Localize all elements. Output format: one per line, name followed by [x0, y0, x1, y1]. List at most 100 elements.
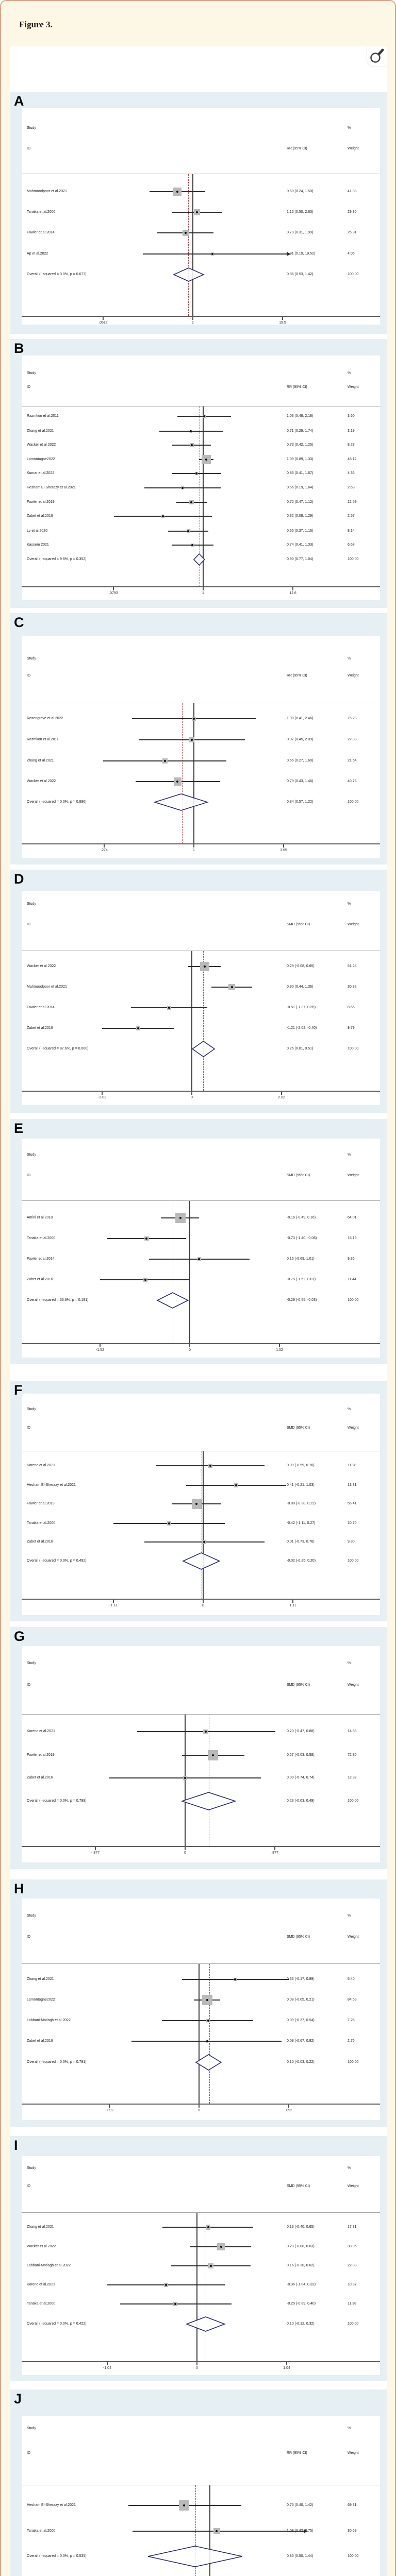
effect-estimate: 0.83 (0.41, 1.67): [287, 471, 314, 475]
column-header-id: ID: [27, 2184, 30, 2188]
forest-panel-C: C Study% ID RR (95% CI) Weight Rosengrave et …: [10, 613, 387, 865]
plot-area: Study% ID RR (95% CI) Weight Rosengrave et a…: [22, 636, 380, 858]
effect-estimate: 0.32 (0.08, 1.29): [287, 514, 314, 518]
effect-estimate: 0.13 (-0.40, 0.65): [287, 2225, 315, 2229]
column-header-study: Study: [27, 657, 36, 660]
panel-letter: G: [14, 1629, 25, 1644]
forest-panel-B: B Study% ID RR (95% CI) Weight Razmkon et al.…: [10, 339, 387, 608]
study-id: Wacker et al.2022: [27, 443, 56, 447]
point-estimate-dot: [144, 1279, 147, 1281]
overall-label: Overall (I-squared = 0.0%, p = 0.492): [27, 1559, 87, 1563]
overall-label: Overall (I-squared = 0.0%, p = 0.677): [27, 273, 87, 276]
weight-value: 100.00: [348, 1799, 359, 1803]
weight-value: 22.38: [348, 738, 357, 741]
axis-tick-label: 0: [191, 1096, 193, 1099]
axis-tick: [203, 1600, 204, 1603]
effect-estimate: 0.16 (-0.69, 1.01): [287, 1257, 315, 1261]
axis-tick: [196, 2362, 197, 2365]
axis-tick: [95, 1847, 96, 1850]
point-estimate-dot: [190, 739, 193, 741]
column-header-id: ID: [27, 2451, 30, 2455]
column-header-effect: SMD (95% CI): [287, 923, 310, 926]
point-estimate-dot: [193, 718, 195, 720]
axis-tick-label: -1.52: [96, 1348, 104, 1352]
axis-tick: [199, 2105, 200, 2108]
axis-tick-label: 0: [184, 1851, 186, 1855]
point-estimate-dot: [168, 1522, 171, 1524]
column-header-study: Study: [27, 1153, 36, 1157]
x-axis: [22, 586, 380, 587]
overall-diamond: [148, 2546, 243, 2567]
column-header-effect: SMD (95% CI): [287, 2184, 310, 2188]
weight-value: 14.88: [348, 1730, 357, 1733]
study-id: Zabet et al.2016: [27, 1540, 53, 1544]
x-axis: [22, 1091, 380, 1092]
effect-estimate: 0.97 (0.45, 2.09): [287, 738, 314, 741]
x-axis: [22, 316, 380, 317]
weight-value: 2.63: [348, 486, 355, 489]
study-id: Zabet et al.2016: [27, 1278, 53, 1281]
effect-estimate: -0.25 (-0.89, 0.40): [287, 2302, 316, 2306]
null-line: [185, 1715, 186, 1846]
axis-tick: [193, 844, 194, 848]
effect-estimate: 1.03 (0.48, 2.18): [287, 414, 314, 418]
axis-tick-label: -.892: [105, 2109, 113, 2112]
weight-value: 11.38: [348, 2302, 356, 2306]
column-header-effect: RR (95% CI): [287, 674, 307, 677]
null-line: [189, 1201, 190, 1343]
weight-value: 100.00: [348, 2322, 359, 2326]
effect-estimate: -1.21 (-2.02, -0.40): [287, 1026, 317, 1030]
point-estimate-dot: [230, 986, 233, 988]
weight-value: 11.44: [348, 1278, 356, 1281]
effect-estimate: 0.84 (0.57, 1.22): [287, 800, 314, 804]
point-estimate-dot: [196, 211, 199, 213]
axis-tick-label: -.877: [91, 1851, 100, 1855]
column-header-percent: %: [348, 657, 351, 660]
column-header-percent: %: [348, 1408, 351, 1411]
weight-value: 100.00: [348, 1559, 359, 1563]
effect-estimate: -0.02 (-0.25, 0.20): [287, 1559, 316, 1563]
column-header-percent: %: [348, 126, 351, 130]
effect-estimate: 0.36 (-0.17, 0.89): [287, 1977, 315, 1981]
effect-estimate: 0.29 (-0.08, 0.65): [287, 964, 315, 968]
column-header-effect: RR (95% CI): [287, 385, 307, 389]
weight-value: 13.31: [348, 1483, 357, 1487]
study-id: Ap et al.2022: [27, 252, 48, 256]
point-estimate-dot: [205, 459, 207, 461]
header-divider: [22, 1200, 380, 1201]
column-header-effect: SMD (95% CI): [287, 1683, 310, 1687]
null-line: [196, 2213, 197, 2361]
study-id: Hesham El-Sherazy et al.2021: [27, 2503, 76, 2507]
point-estimate-dot: [161, 515, 164, 517]
column-header-id: ID: [27, 385, 30, 389]
overall-label: Overall (I-squared = 87.6%, p = 0.000): [27, 1047, 89, 1050]
column-header-weight: Weight: [348, 1935, 359, 1939]
plot-area: Study% ID RR (95% CI) Weight Hesham El-Shera…: [22, 2416, 380, 2576]
effect-estimate: 0.75 (0.40, 1.42): [287, 2503, 314, 2507]
point-estimate-dot: [168, 1007, 171, 1009]
axis-tick-label: 1.04: [283, 2366, 290, 2370]
point-estimate-dot: [195, 472, 198, 474]
axis-tick-label: 12.6: [289, 591, 296, 595]
column-header-percent: %: [348, 371, 351, 375]
point-estimate-dot: [195, 1503, 198, 1505]
axis-tick: [274, 1847, 275, 1850]
effect-estimate: 0.41 (-0.21, 1.03): [287, 1483, 315, 1487]
axis-tick-label: 1: [192, 321, 194, 325]
effect-estimate: -0.36 (-1.04, 0.32): [287, 2283, 316, 2286]
point-estimate-dot: [182, 487, 184, 489]
weight-value: 48.12: [348, 457, 357, 461]
x-axis: [22, 1599, 380, 1600]
weight-value: 6.53: [348, 543, 355, 547]
figure-title: Figure 3.: [19, 20, 53, 29]
column-header-percent: %: [348, 2166, 351, 2170]
weight-value: 64.01: [348, 1216, 357, 1219]
study-id: Lv et al.2020: [27, 529, 48, 533]
axis-tick: [102, 317, 104, 320]
overall-diamond: [182, 1552, 221, 1570]
overall-diamond: [195, 2054, 222, 2071]
axis-tick-label: 19.5: [279, 321, 286, 325]
column-header-effect: RR (95% CI): [287, 2451, 307, 2455]
magnifier-icon[interactable]: [367, 46, 387, 66]
axis-tick-label: 1: [202, 591, 204, 595]
